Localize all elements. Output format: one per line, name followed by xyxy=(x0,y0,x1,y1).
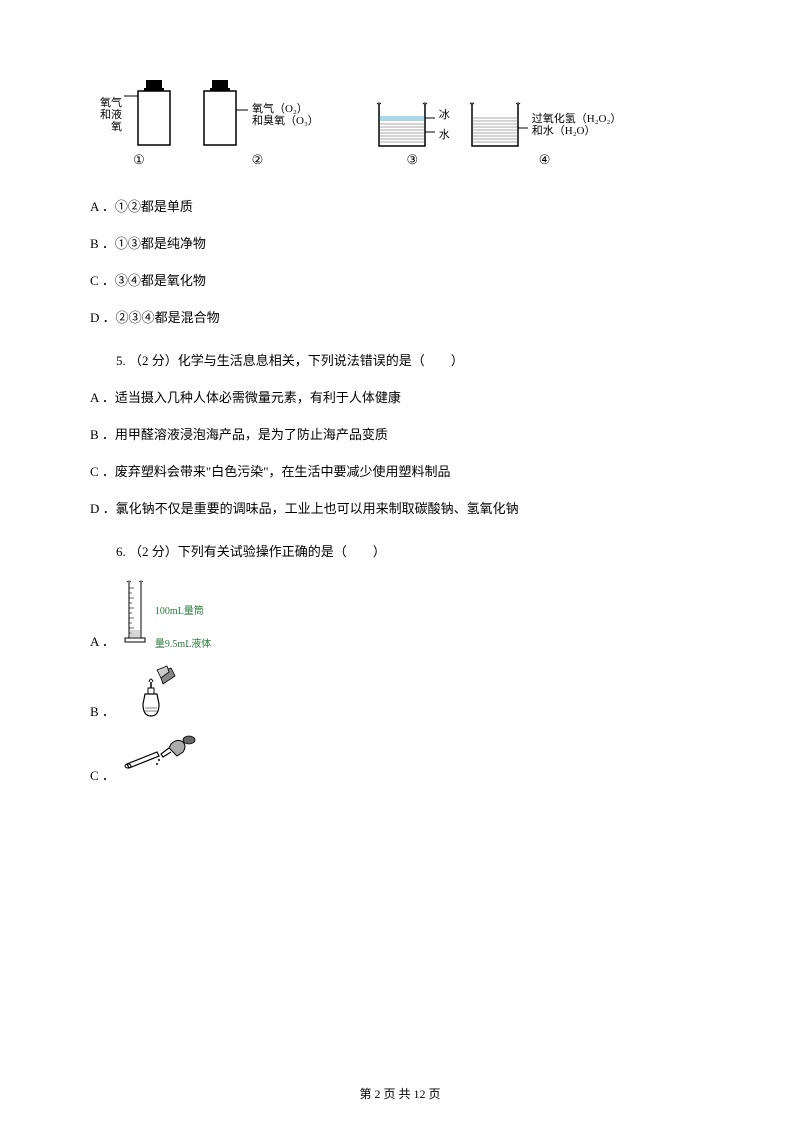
alcohol-lamp-icon xyxy=(121,664,181,720)
bottle-2-num: ② xyxy=(252,152,264,168)
bottle-1-svg xyxy=(124,80,178,150)
q5-option-b: B ．用甲醛溶液浸泡海产品，是为了防止海产品变质 xyxy=(90,424,710,443)
q5-stem: 5. （2 分）化学与生活息息相关，下列说法错误的是（ ） xyxy=(90,350,710,369)
bottle-1-label: 氧气 和液 氧 xyxy=(100,97,122,133)
beaker-1-num: ③ xyxy=(406,152,418,168)
beaker-2-svg xyxy=(468,100,530,150)
q6a-label-1: 100mL量筒 xyxy=(155,602,211,617)
bottle-2-svg xyxy=(196,80,250,150)
q5-option-c: C ．废弃塑料会带来"白色污染"，在生活中要减少使用塑料制品 xyxy=(90,461,710,480)
cylinder-icon xyxy=(121,578,151,650)
beaker-2-num: ④ xyxy=(539,152,551,168)
q4-option-d: D ．②③④都是混合物 xyxy=(90,307,710,326)
q5-option-d: D ．氯化钠不仅是重要的调味品，工业上也可以用来制取碳酸钠、氢氧化钠 xyxy=(90,498,710,517)
beaker-1-svg xyxy=(375,100,437,150)
bottle-2: 氧气（O₂） 和臭氧（O₃） ② xyxy=(196,80,319,168)
beaker-1: 冰 水 ③ xyxy=(375,100,450,168)
bottle-1: 氧气 和液 氧 ① xyxy=(100,80,178,168)
q4-option-c: C ．③④都是氧化物 xyxy=(90,270,710,289)
q4-option-b: B ．①③都是纯净物 xyxy=(90,233,710,252)
beaker-2-label: 过氧化氢（H₂O₂） 和水（H₂O） xyxy=(532,113,622,137)
beaker-1-label: 冰 水 xyxy=(439,109,450,141)
beaker-2: 过氧化氢（H₂O₂） 和水（H₂O） ④ xyxy=(468,100,622,168)
bottle-1-num: ① xyxy=(133,152,145,168)
q5-option-a: A ．适当摄入几种人体必需微量元素，有利于人体健康 xyxy=(90,387,710,406)
q4-option-a: A ．①②都是单质 xyxy=(90,196,710,215)
q6a-label-2: 量9.5mL液体 xyxy=(155,635,211,650)
bottle-2-label: 氧气（O₂） 和臭氧（O₃） xyxy=(252,103,319,127)
dropper-icon xyxy=(121,734,211,784)
q6-option-a: A ． 100mL量筒 量9.5mL液体 xyxy=(90,578,710,650)
diagram-row: 氧气 和液 氧 ① 氧气（O₂） 和臭氧（O₃） xyxy=(100,80,710,168)
q6-option-b: B ． xyxy=(90,664,710,720)
page-footer: 第 2 页 共 12 页 xyxy=(0,1085,800,1102)
q6-stem: 6. （2 分）下列有关试验操作正确的是（ ） xyxy=(90,541,710,560)
q6-option-c: C ． xyxy=(90,734,710,784)
